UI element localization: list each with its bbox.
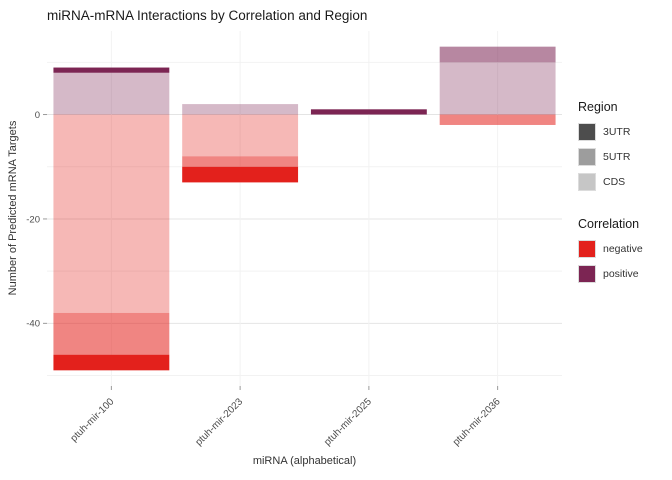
legend: Region 3UTR 5UTR CDS Correlation negativ… — [578, 100, 670, 309]
legend-item-3utr: 3UTR — [578, 123, 670, 141]
legend-correlation: Correlation negative positive — [578, 217, 670, 283]
bar-segment-ptuh-mir-2036-5UTR-positive — [439, 46, 556, 63]
legend-label-cds: CDS — [603, 176, 626, 188]
bar-segment-ptuh-mir-2025-3UTR-positive — [310, 109, 427, 115]
bar-segment-ptuh-mir-2023-5UTR-negative — [182, 156, 299, 167]
legend-item-negative: negative — [578, 240, 670, 258]
x-axis-title: miRNA (alphabetical) — [252, 455, 357, 467]
x-category-label: ptuh-mir-2036 — [451, 396, 503, 448]
legend-swatch-5utr — [578, 148, 596, 166]
bar-segment-ptuh-mir-100-3UTR-positive — [53, 67, 170, 73]
legend-label-negative: negative — [603, 243, 643, 255]
legend-swatch-cds — [578, 173, 596, 191]
x-category-label: ptuh-mir-100 — [69, 396, 117, 444]
bar-segment-ptuh-mir-100-5UTR-negative — [53, 312, 170, 355]
chart-title: miRNA-mRNA Interactions by Correlation a… — [47, 8, 368, 23]
legend-region-title: Region — [578, 100, 618, 114]
bar-segment-ptuh-mir-2036-5UTR-negative — [439, 114, 556, 125]
y-tick-label: -40 — [26, 319, 40, 330]
legend-region: Region 3UTR 5UTR CDS — [578, 100, 670, 191]
y-tick-label: 0 — [35, 110, 40, 121]
x-category-label: ptuh-mir-2025 — [322, 396, 374, 448]
bar-segment-ptuh-mir-100-CDS-positive — [53, 72, 170, 115]
legend-label-3utr: 3UTR — [603, 126, 631, 138]
legend-item-positive: positive — [578, 265, 670, 283]
legend-swatch-positive — [578, 265, 596, 283]
bar-segment-ptuh-mir-2036-CDS-positive — [439, 62, 556, 115]
legend-label-5utr: 5UTR — [603, 151, 631, 163]
legend-item-cds: CDS — [578, 173, 670, 191]
legend-swatch-negative — [578, 240, 596, 258]
legend-label-positive: positive — [603, 268, 639, 280]
bar-segment-ptuh-mir-100-3UTR-negative — [53, 354, 170, 371]
y-tick-label: -20 — [26, 214, 40, 225]
legend-swatch-3utr — [578, 123, 596, 141]
bar-segment-ptuh-mir-2023-3UTR-negative — [182, 166, 299, 183]
legend-correlation-title: Correlation — [578, 217, 640, 231]
x-category-label: ptuh-mir-2023 — [193, 396, 245, 448]
bar-segment-ptuh-mir-2023-CDS-negative — [182, 114, 299, 157]
bar-segment-ptuh-mir-100-CDS-negative — [53, 114, 170, 313]
legend-item-5utr: 5UTR — [578, 148, 670, 166]
bar-segment-ptuh-mir-2023-CDS-positive — [182, 104, 299, 115]
